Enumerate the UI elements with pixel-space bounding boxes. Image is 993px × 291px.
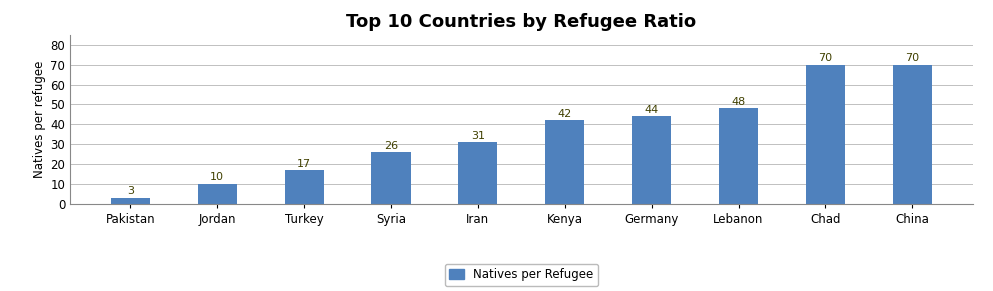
Text: 31: 31 [471, 131, 485, 141]
Text: 10: 10 [211, 173, 224, 182]
Bar [893, 65, 931, 204]
Bar [719, 108, 758, 204]
Text: 42: 42 [558, 109, 572, 119]
Text: 3: 3 [127, 186, 134, 196]
Bar [806, 65, 845, 204]
Bar [459, 142, 497, 204]
Bar [198, 184, 236, 204]
Text: 70: 70 [818, 53, 832, 63]
Bar [111, 198, 150, 204]
Bar [545, 120, 584, 204]
Y-axis label: Natives per refugee: Natives per refugee [34, 61, 47, 178]
Bar [371, 152, 410, 204]
Text: 26: 26 [384, 141, 398, 151]
Text: 17: 17 [297, 159, 311, 168]
Legend: Natives per Refugee: Natives per Refugee [445, 264, 598, 286]
Title: Top 10 Countries by Refugee Ratio: Top 10 Countries by Refugee Ratio [347, 13, 696, 31]
Text: 70: 70 [906, 53, 920, 63]
Bar [285, 170, 324, 204]
Text: 44: 44 [644, 105, 658, 115]
Bar [633, 116, 671, 204]
Text: 48: 48 [732, 97, 746, 107]
